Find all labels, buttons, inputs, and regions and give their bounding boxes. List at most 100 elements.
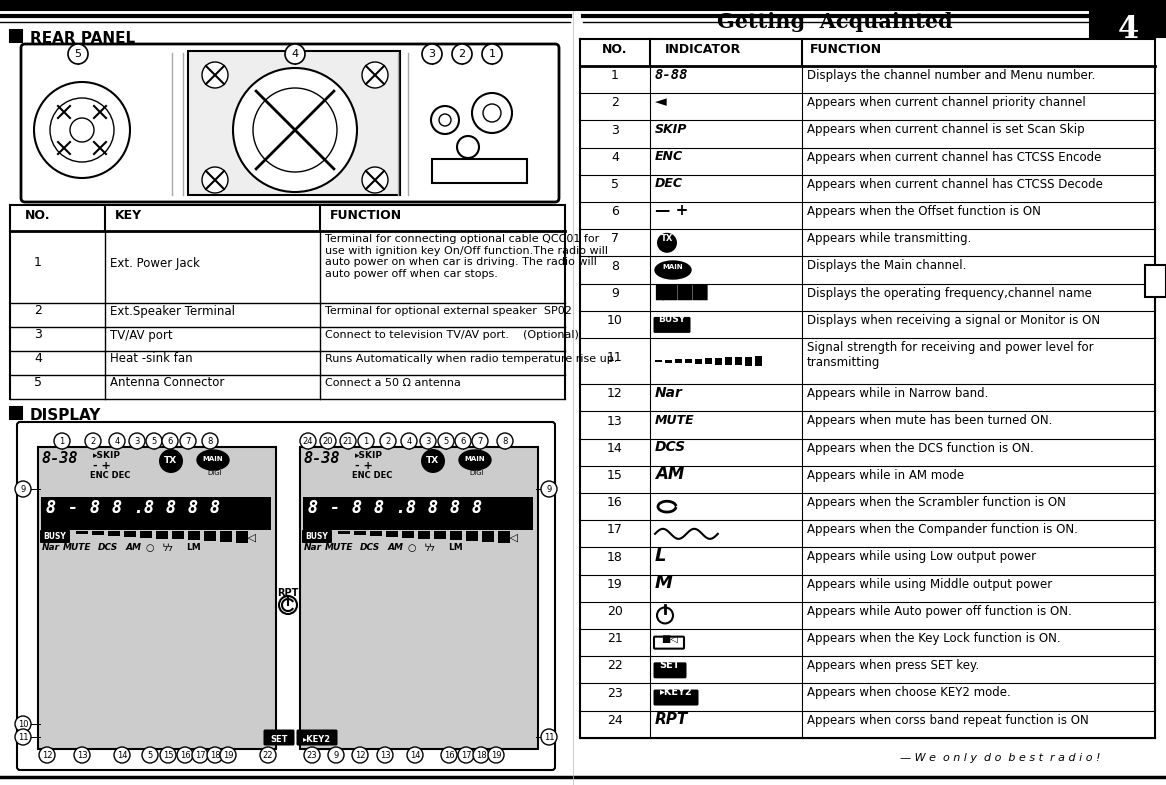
Circle shape: [162, 433, 178, 449]
Text: TX: TX: [427, 456, 440, 465]
FancyBboxPatch shape: [653, 689, 698, 706]
Bar: [38, 447, 276, 749]
Text: 17: 17: [461, 751, 471, 760]
Text: 8: 8: [166, 499, 175, 517]
Text: ENC DEC: ENC DEC: [90, 471, 131, 480]
FancyBboxPatch shape: [653, 317, 690, 333]
Bar: [188, 531, 201, 540]
Circle shape: [253, 88, 337, 172]
Text: .: .: [133, 499, 143, 517]
Circle shape: [70, 118, 94, 142]
Text: 14: 14: [607, 442, 623, 455]
Text: 3: 3: [426, 437, 430, 446]
Text: 8: 8: [111, 499, 121, 517]
Text: 7: 7: [185, 437, 191, 446]
Text: 8: 8: [209, 499, 219, 517]
Text: 20: 20: [323, 437, 333, 446]
Text: 22: 22: [607, 659, 623, 672]
Text: 8: 8: [373, 499, 382, 517]
Text: 22: 22: [262, 751, 273, 760]
Text: LM: LM: [187, 543, 201, 552]
Text: 2: 2: [91, 437, 96, 446]
Circle shape: [202, 433, 218, 449]
Text: BUSY: BUSY: [305, 532, 329, 541]
FancyBboxPatch shape: [653, 663, 687, 678]
Text: 16: 16: [180, 751, 190, 760]
Text: 3: 3: [34, 328, 42, 341]
Bar: [725, 357, 732, 365]
Text: 8: 8: [373, 499, 382, 517]
Circle shape: [300, 433, 316, 449]
Text: 4: 4: [34, 352, 42, 366]
Circle shape: [114, 747, 129, 763]
Text: 1: 1: [611, 69, 619, 82]
Text: 1: 1: [364, 437, 368, 446]
Circle shape: [38, 747, 55, 763]
Text: 8: 8: [351, 499, 361, 517]
Text: -: -: [66, 499, 77, 517]
Bar: [140, 531, 152, 538]
Text: 9: 9: [20, 485, 26, 494]
Bar: [665, 360, 672, 363]
Circle shape: [441, 747, 457, 763]
FancyBboxPatch shape: [654, 637, 684, 648]
Circle shape: [319, 433, 336, 449]
Text: Antenna Connector: Antenna Connector: [110, 377, 224, 389]
Text: Terminal for connecting optional cable QCC01 for
use with ignition key On/Off fu: Terminal for connecting optional cable Q…: [325, 234, 607, 279]
Text: Ext.Speaker Terminal: Ext.Speaker Terminal: [110, 305, 236, 317]
Text: AM: AM: [126, 543, 142, 552]
Circle shape: [340, 433, 356, 449]
Circle shape: [15, 481, 31, 497]
Text: DEC: DEC: [655, 177, 683, 190]
Text: 5: 5: [147, 751, 153, 760]
Circle shape: [177, 747, 194, 763]
Text: 18: 18: [476, 751, 486, 760]
Bar: [92, 531, 104, 535]
Circle shape: [285, 44, 305, 64]
Circle shape: [279, 596, 297, 614]
Circle shape: [422, 44, 442, 64]
Text: Connect to television TV/AV port.    (Optional): Connect to television TV/AV port. (Optio…: [325, 330, 578, 340]
Text: 17: 17: [195, 751, 205, 760]
Circle shape: [431, 106, 459, 134]
Text: MUTE: MUTE: [63, 543, 91, 552]
Bar: [1145, 265, 1166, 297]
Text: .: .: [395, 499, 405, 517]
Text: 14: 14: [117, 751, 127, 760]
Bar: [300, 447, 538, 749]
Text: 8: 8: [187, 499, 197, 517]
Text: DISPLAY: DISPLAY: [30, 408, 101, 423]
Bar: [705, 358, 712, 364]
Text: 8: 8: [307, 499, 317, 517]
Bar: [156, 531, 168, 539]
Text: 8: 8: [405, 499, 415, 517]
Text: 21: 21: [607, 632, 623, 645]
Circle shape: [438, 433, 454, 449]
Text: ENC: ENC: [655, 150, 683, 162]
Text: Nar: Nar: [655, 386, 683, 400]
Text: 6: 6: [611, 205, 619, 218]
Text: 8: 8: [143, 499, 153, 517]
Text: Displays the operating frequency,channel name: Displays the operating frequency,channel…: [807, 287, 1091, 300]
Bar: [188, 51, 400, 195]
Text: AM: AM: [388, 543, 403, 552]
Text: ◄: ◄: [655, 94, 667, 109]
Text: LM: LM: [448, 543, 463, 552]
Text: Appears when corss band repeat function is ON: Appears when corss band repeat function …: [807, 714, 1089, 727]
Bar: [1090, 5, 1166, 37]
Text: AM: AM: [655, 466, 684, 484]
Text: 8: 8: [427, 499, 437, 517]
Circle shape: [85, 433, 101, 449]
Circle shape: [159, 449, 183, 473]
Ellipse shape: [459, 450, 491, 470]
Text: 13: 13: [380, 751, 391, 760]
Circle shape: [220, 747, 236, 763]
Text: 20: 20: [607, 605, 623, 618]
Text: BUSY: BUSY: [659, 315, 686, 324]
Bar: [402, 531, 414, 538]
Bar: [434, 531, 447, 539]
Text: Heat -sink fan: Heat -sink fan: [110, 352, 192, 366]
Circle shape: [472, 433, 489, 449]
Text: 8: 8: [187, 499, 197, 517]
Text: 24: 24: [303, 437, 314, 446]
